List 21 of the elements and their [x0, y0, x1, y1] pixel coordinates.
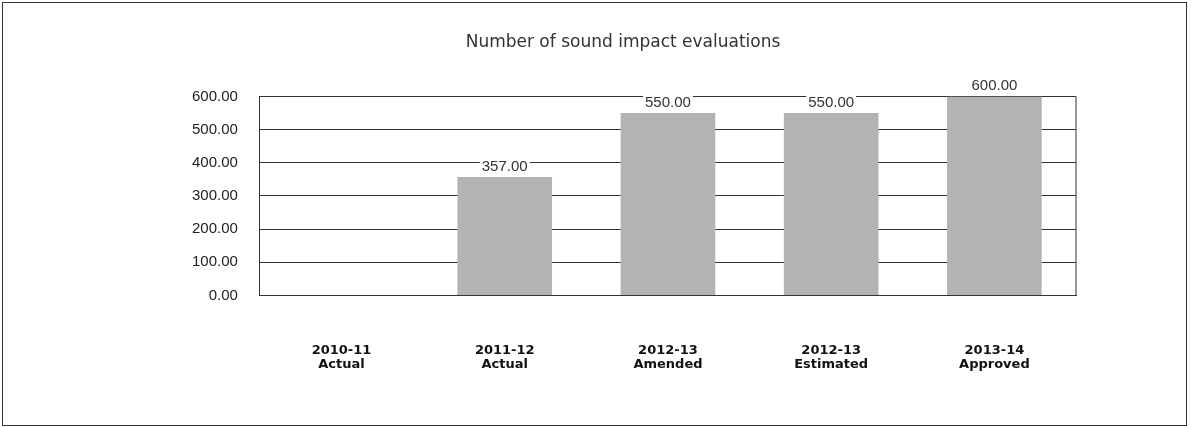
data-label: 550.00: [808, 92, 855, 110]
y-tick-label: 600.00: [191, 86, 238, 104]
bar: [457, 177, 553, 295]
x-tick-label: 2012-13 Estimated: [794, 341, 869, 372]
bar: [783, 112, 879, 295]
x-tick-label: 2013-14 Approved: [959, 341, 1030, 372]
x-tick-label: 2011-12 Actual: [474, 341, 535, 372]
bar: [620, 112, 716, 295]
y-tick-label: 400.00: [191, 152, 238, 170]
bar: [947, 96, 1042, 295]
data-label: 550.00: [644, 92, 691, 110]
y-tick-label: 200.00: [191, 219, 238, 237]
y-tick-label: 0.00: [208, 285, 238, 303]
y-tick-label: 300.00: [191, 186, 238, 204]
x-tick-label: 2012-13 Amended: [633, 341, 703, 372]
data-label: 357.00: [481, 156, 528, 174]
y-tick-label: 500.00: [191, 119, 238, 137]
chart-title: Number of sound impact evaluations: [465, 30, 781, 51]
x-tick-label: 2010-11 Actual: [311, 341, 372, 372]
data-label: 600.00: [971, 76, 1018, 94]
y-tick-label: 100.00: [191, 252, 238, 270]
